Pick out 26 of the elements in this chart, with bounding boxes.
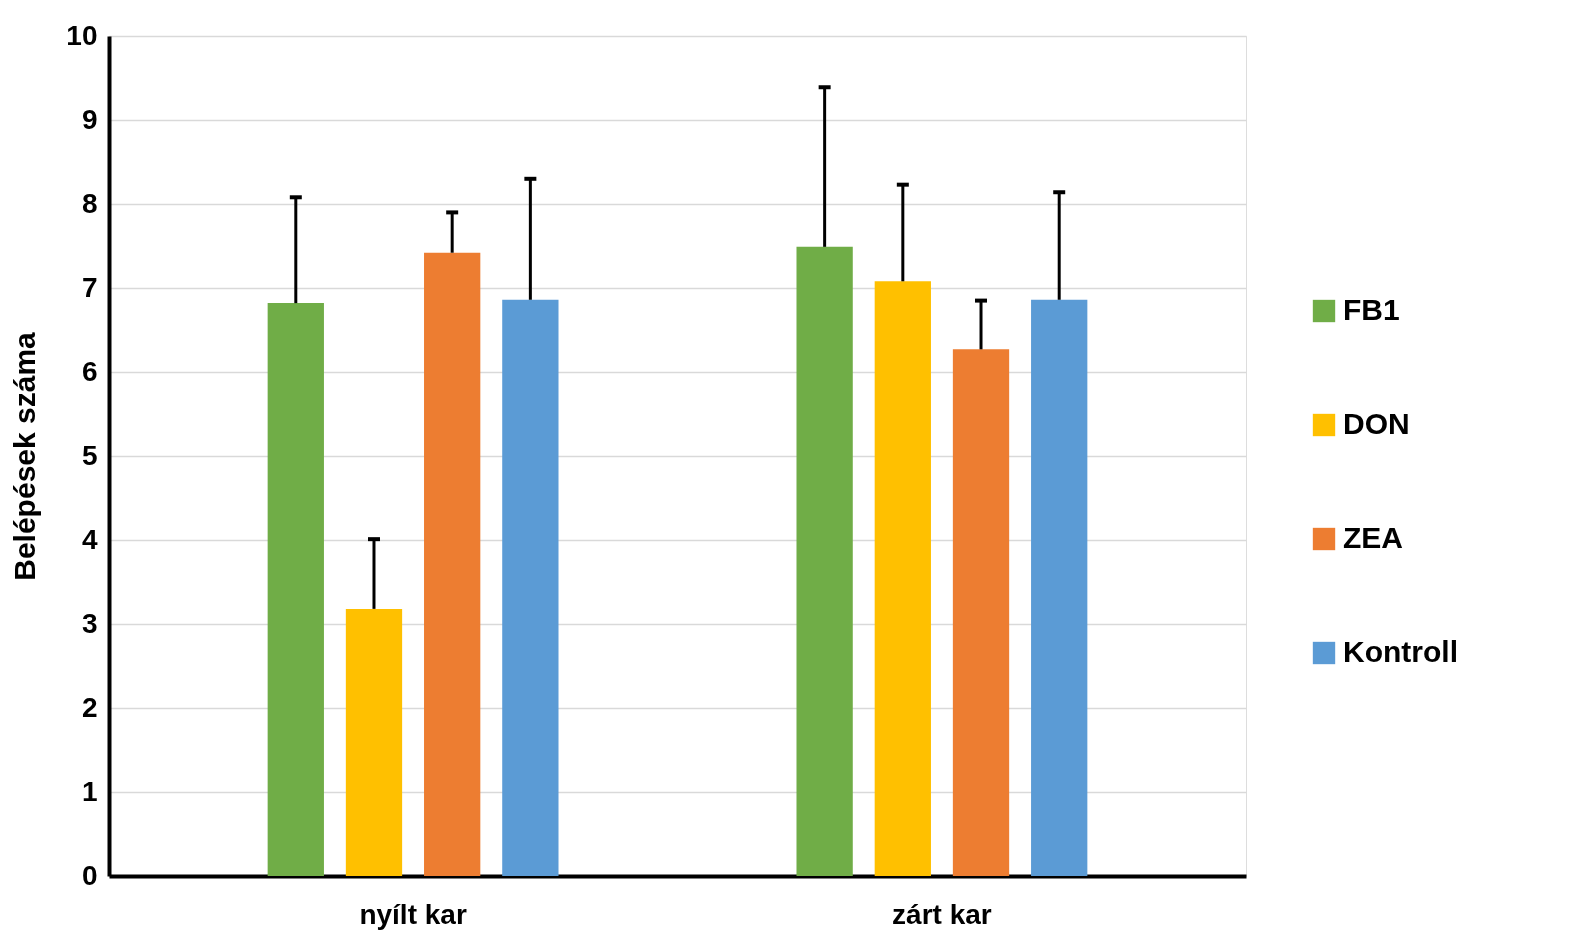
bar (502, 299, 559, 876)
y-tick-label: 1 (81, 775, 98, 807)
y-tick-label: 8 (81, 187, 98, 219)
x-tick-label: nyílt kar (359, 898, 467, 930)
bar (952, 349, 1010, 876)
bar (874, 281, 931, 876)
y-tick-label: 3 (81, 607, 98, 639)
bar (1031, 299, 1088, 876)
y-tick-label: 0 (81, 859, 98, 891)
bar (345, 608, 403, 876)
y-tick-label: 10 (66, 19, 98, 51)
y-tick-label: 6 (81, 355, 98, 387)
bar (424, 252, 481, 876)
legend-label: Kontroll (1343, 635, 1458, 668)
legend-label: DON (1343, 407, 1410, 440)
y-axis-title: Belépések száma (8, 331, 42, 581)
y-tick-label: 7 (81, 271, 98, 303)
y-tick-label: 5 (81, 439, 98, 471)
legend-label: FB1 (1343, 293, 1400, 326)
bar (267, 303, 324, 876)
x-tick-label: zárt kar (892, 898, 992, 930)
y-tick-label: 9 (81, 103, 98, 135)
y-tick-label: 2 (81, 691, 98, 723)
bar (796, 246, 853, 876)
legend-label: ZEA (1343, 521, 1403, 554)
y-tick-label: 4 (81, 523, 98, 555)
